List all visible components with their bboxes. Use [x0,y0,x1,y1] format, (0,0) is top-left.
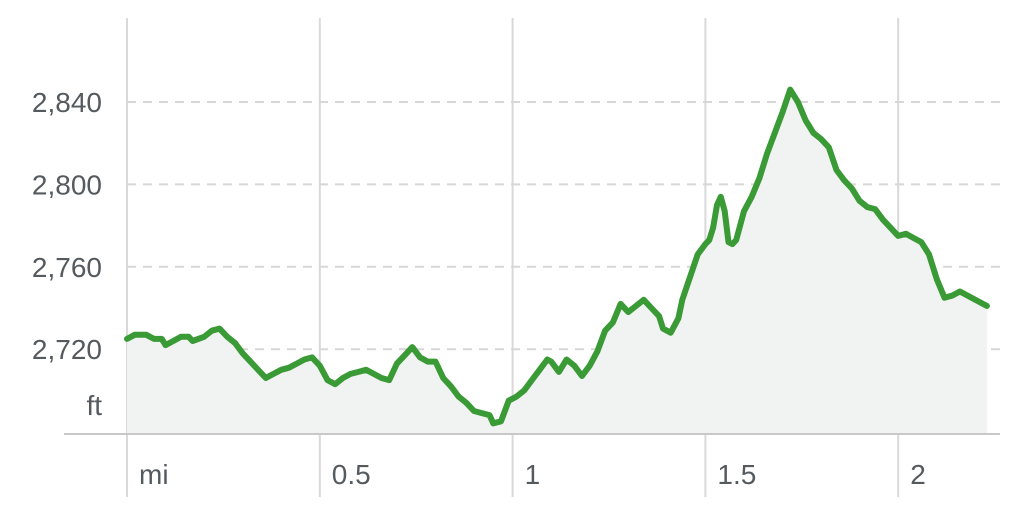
x-tick-label: 0.5 [332,459,371,490]
y-axis-unit-label: ft [86,390,102,421]
y-tick-label: 2,840 [32,87,102,118]
y-tick-label: 2,800 [32,169,102,200]
y-tick-label: 2,760 [32,252,102,283]
x-tick-label: 1 [525,459,541,490]
x-axis-labels: mi 0.5 1 1.5 2 [139,459,926,490]
x-tick-label: mi [139,459,169,490]
x-tick-label: 1.5 [717,459,756,490]
y-tick-label: 2,720 [32,334,102,365]
y-axis-labels: 2,720 2,760 2,800 2,840 [32,87,102,365]
elevation-area-fill [127,89,987,434]
elevation-line [124,86,990,427]
x-tick-label: 2 [910,459,926,490]
